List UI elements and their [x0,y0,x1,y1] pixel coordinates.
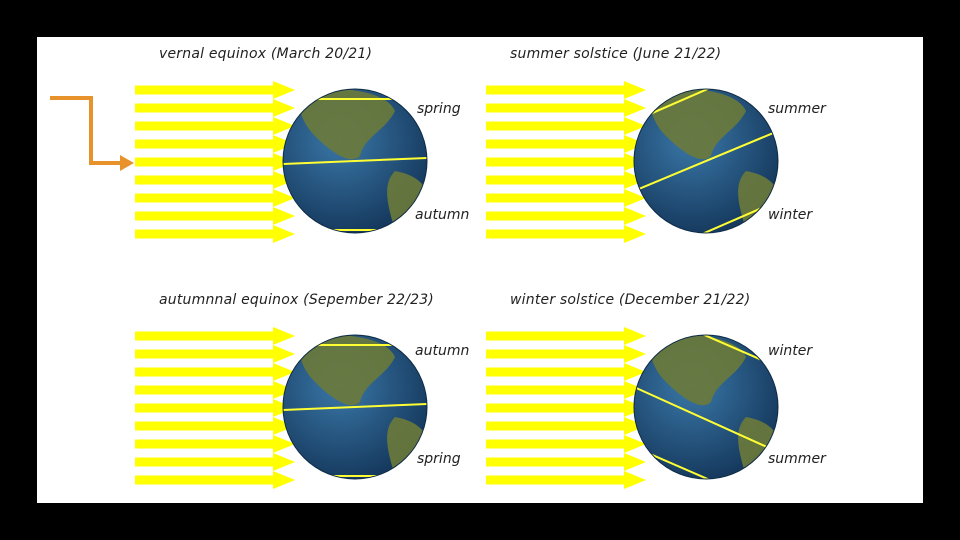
upper-season-label: winter [768,343,813,359]
sun-ray-arrow-icon [486,381,646,399]
sun-ray-arrow-icon [135,327,295,345]
upper-season-label: autumn [415,343,470,359]
sun-ray-arrow-icon [486,171,646,189]
sun-ray-arrow-icon [135,81,295,99]
sun-ray-arrow-icon [135,117,295,135]
sun-ray-arrow-icon [135,363,295,381]
sun-rays [135,81,295,243]
upper-season-label: summer [768,101,826,117]
earth-globe-icon [282,88,428,234]
sun-ray-arrow-icon [135,225,295,243]
sun-ray-arrow-icon [486,453,646,471]
lower-season-label: winter [768,207,813,223]
lower-season-label: autumn [415,207,470,223]
sun-ray-arrow-icon [486,435,646,453]
sun-ray-arrow-icon [486,207,646,225]
sun-ray-arrow-icon [486,345,646,363]
lower-season-label: spring [417,451,461,467]
upper-season-label: spring [417,101,461,117]
sun-ray-arrow-icon [135,381,295,399]
sun-ray-arrow-icon [486,417,646,435]
slide: vernal equinox (March 20/21) spring autu… [37,37,923,503]
sun-ray-arrow-icon [135,207,295,225]
panel-vernal-equinox: vernal equinox (March 20/21) spring autu… [37,37,480,270]
sun-ray-arrow-icon [135,171,295,189]
sun-rays [135,327,295,489]
earth-globe-icon [633,88,779,234]
panel-autumnal-equinox: autumnnal equinox (Sepember 22/23) autum… [37,283,480,516]
sun-ray-arrow-icon [135,471,295,489]
sun-ray-arrow-icon [135,189,295,207]
sun-ray-arrow-icon [135,453,295,471]
sun-ray-arrow-icon [135,99,295,117]
earth-globe-icon [633,334,779,480]
sun-ray-arrow-icon [486,135,646,153]
sun-ray-arrow-icon [486,81,646,99]
sun-ray-arrow-icon [135,435,295,453]
panel-winter-solstice: winter solstice (December 21/22) winter … [388,283,831,516]
sun-ray-arrow-icon [135,417,295,435]
sun-rays [486,81,646,243]
sun-ray-arrow-icon [486,189,646,207]
sun-ray-arrow-icon [135,135,295,153]
panel-title: autumnnal equinox (Sepember 22/23) [159,292,434,308]
earth-globe-icon [282,334,428,480]
sun-ray-arrow-icon [486,471,646,489]
sun-ray-arrow-icon [486,363,646,381]
sun-ray-arrow-icon [486,99,646,117]
sun-ray-arrow-icon [135,345,295,363]
sun-ray-arrow-icon [486,117,646,135]
panel-title: vernal equinox (March 20/21) [159,46,373,62]
sun-rays [486,327,646,489]
panel-title: winter solstice (December 21/22) [510,292,751,308]
sun-ray-arrow-icon [486,225,646,243]
panel-title: summer solstice (June 21/22) [510,46,722,62]
sun-ray-arrow-icon [486,327,646,345]
lower-season-label: summer [768,451,826,467]
panel-summer-solstice: summer solstice (June 21/22) summer wint… [388,37,831,270]
